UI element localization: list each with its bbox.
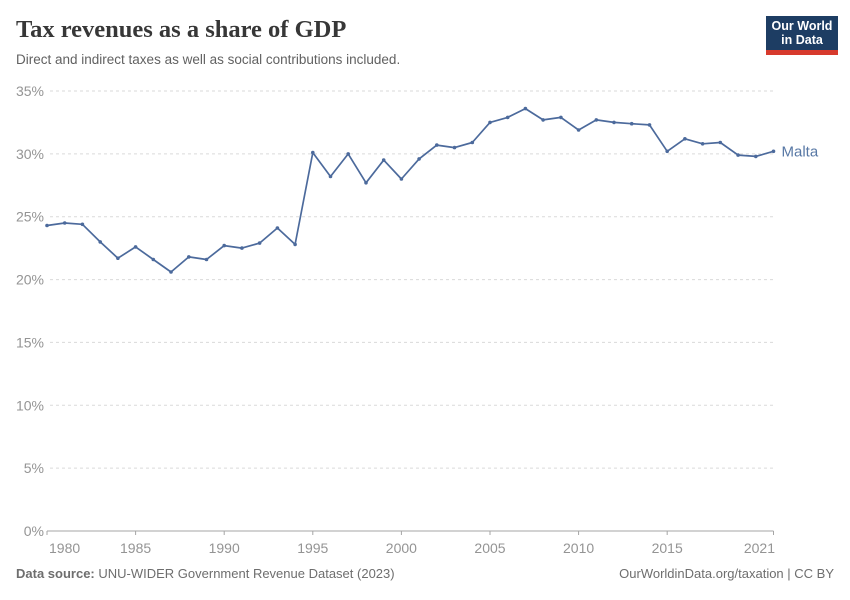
x-tick-label: 2015: [652, 540, 683, 556]
y-tick-label: 15%: [16, 334, 44, 350]
x-tick-label: 2005: [474, 540, 505, 556]
data-point[interactable]: [505, 115, 510, 120]
y-tick-label: 35%: [16, 83, 44, 99]
data-point[interactable]: [470, 140, 475, 145]
data-source-label: Data source:: [16, 566, 95, 581]
data-point[interactable]: [612, 120, 616, 125]
data-point[interactable]: [328, 174, 333, 179]
chart-footer: Data source: UNU-WIDER Government Revenu…: [16, 566, 834, 582]
data-point[interactable]: [133, 245, 138, 249]
x-tick-label: 2000: [386, 540, 417, 556]
data-point[interactable]: [222, 243, 226, 248]
x-tick-label: 1985: [120, 540, 151, 556]
credit-link[interactable]: OurWorldinData.org/taxation | CC BY: [619, 566, 834, 581]
owid-logo[interactable]: Our World in Data: [766, 16, 838, 55]
data-point[interactable]: [559, 115, 563, 120]
data-point[interactable]: [293, 242, 297, 247]
data-point[interactable]: [594, 118, 599, 122]
data-point[interactable]: [187, 255, 191, 259]
data-point[interactable]: [417, 157, 421, 161]
page-subtitle: Direct and indirect taxes as well as soc…: [16, 52, 401, 67]
chart-canvas[interactable]: 0% 5% 10% 15% 20% 25% 30% 35% 1980 1985 1990 1995 20…: [0, 80, 850, 570]
data-point[interactable]: [116, 256, 120, 260]
y-tick-label: 30%: [16, 146, 44, 162]
data-point[interactable]: [683, 137, 687, 141]
data-point[interactable]: [204, 257, 209, 262]
x-tick-label: 1980: [49, 540, 80, 556]
data-point[interactable]: [541, 118, 545, 122]
data-point[interactable]: [346, 152, 351, 156]
data-point[interactable]: [435, 143, 439, 147]
data-point[interactable]: [275, 226, 280, 230]
data-point[interactable]: [62, 221, 67, 225]
data-point[interactable]: [700, 142, 705, 146]
y-tick-label: 10%: [16, 397, 44, 413]
data-point[interactable]: [399, 177, 404, 181]
y-tick-label: 20%: [16, 272, 44, 288]
data-point[interactable]: [452, 145, 457, 150]
data-point[interactable]: [771, 149, 776, 154]
data-point[interactable]: [45, 223, 49, 228]
data-point[interactable]: [576, 128, 581, 132]
data-source: Data source: UNU-WIDER Government Revenu…: [16, 566, 395, 582]
y-tick-label: 0%: [24, 523, 44, 539]
malta-line[interactable]: [46, 107, 775, 273]
data-point[interactable]: [80, 222, 85, 227]
data-point[interactable]: [488, 120, 492, 125]
data-point[interactable]: [665, 149, 669, 154]
data-point[interactable]: [629, 121, 634, 126]
data-point[interactable]: [169, 270, 173, 274]
data-point[interactable]: [718, 140, 723, 145]
data-point[interactable]: [151, 257, 156, 262]
x-tick-label: 1995: [297, 540, 328, 556]
data-source-text: UNU-WIDER Government Revenue Dataset (20…: [94, 566, 395, 581]
series-label[interactable]: Malta: [782, 143, 819, 160]
data-point[interactable]: [98, 240, 102, 244]
x-tick-label: 2010: [563, 540, 594, 556]
x-tick-label: 2021: [744, 540, 775, 556]
page-title: Tax revenues as a share of GDP: [16, 16, 347, 43]
data-point[interactable]: [257, 241, 262, 245]
data-point[interactable]: [523, 106, 528, 111]
y-tick-label: 5%: [24, 460, 44, 476]
owid-logo-line2: in Data: [781, 33, 823, 47]
data-point[interactable]: [754, 154, 758, 159]
data-point[interactable]: [381, 158, 386, 162]
data-point[interactable]: [240, 246, 244, 250]
owid-logo-line1: Our World: [771, 19, 833, 33]
x-tick-label: 1990: [209, 540, 240, 556]
data-point[interactable]: [311, 150, 315, 155]
data-point[interactable]: [647, 123, 652, 127]
data-point[interactable]: [364, 181, 368, 185]
data-point[interactable]: [736, 153, 740, 157]
y-tick-label: 25%: [16, 209, 44, 225]
